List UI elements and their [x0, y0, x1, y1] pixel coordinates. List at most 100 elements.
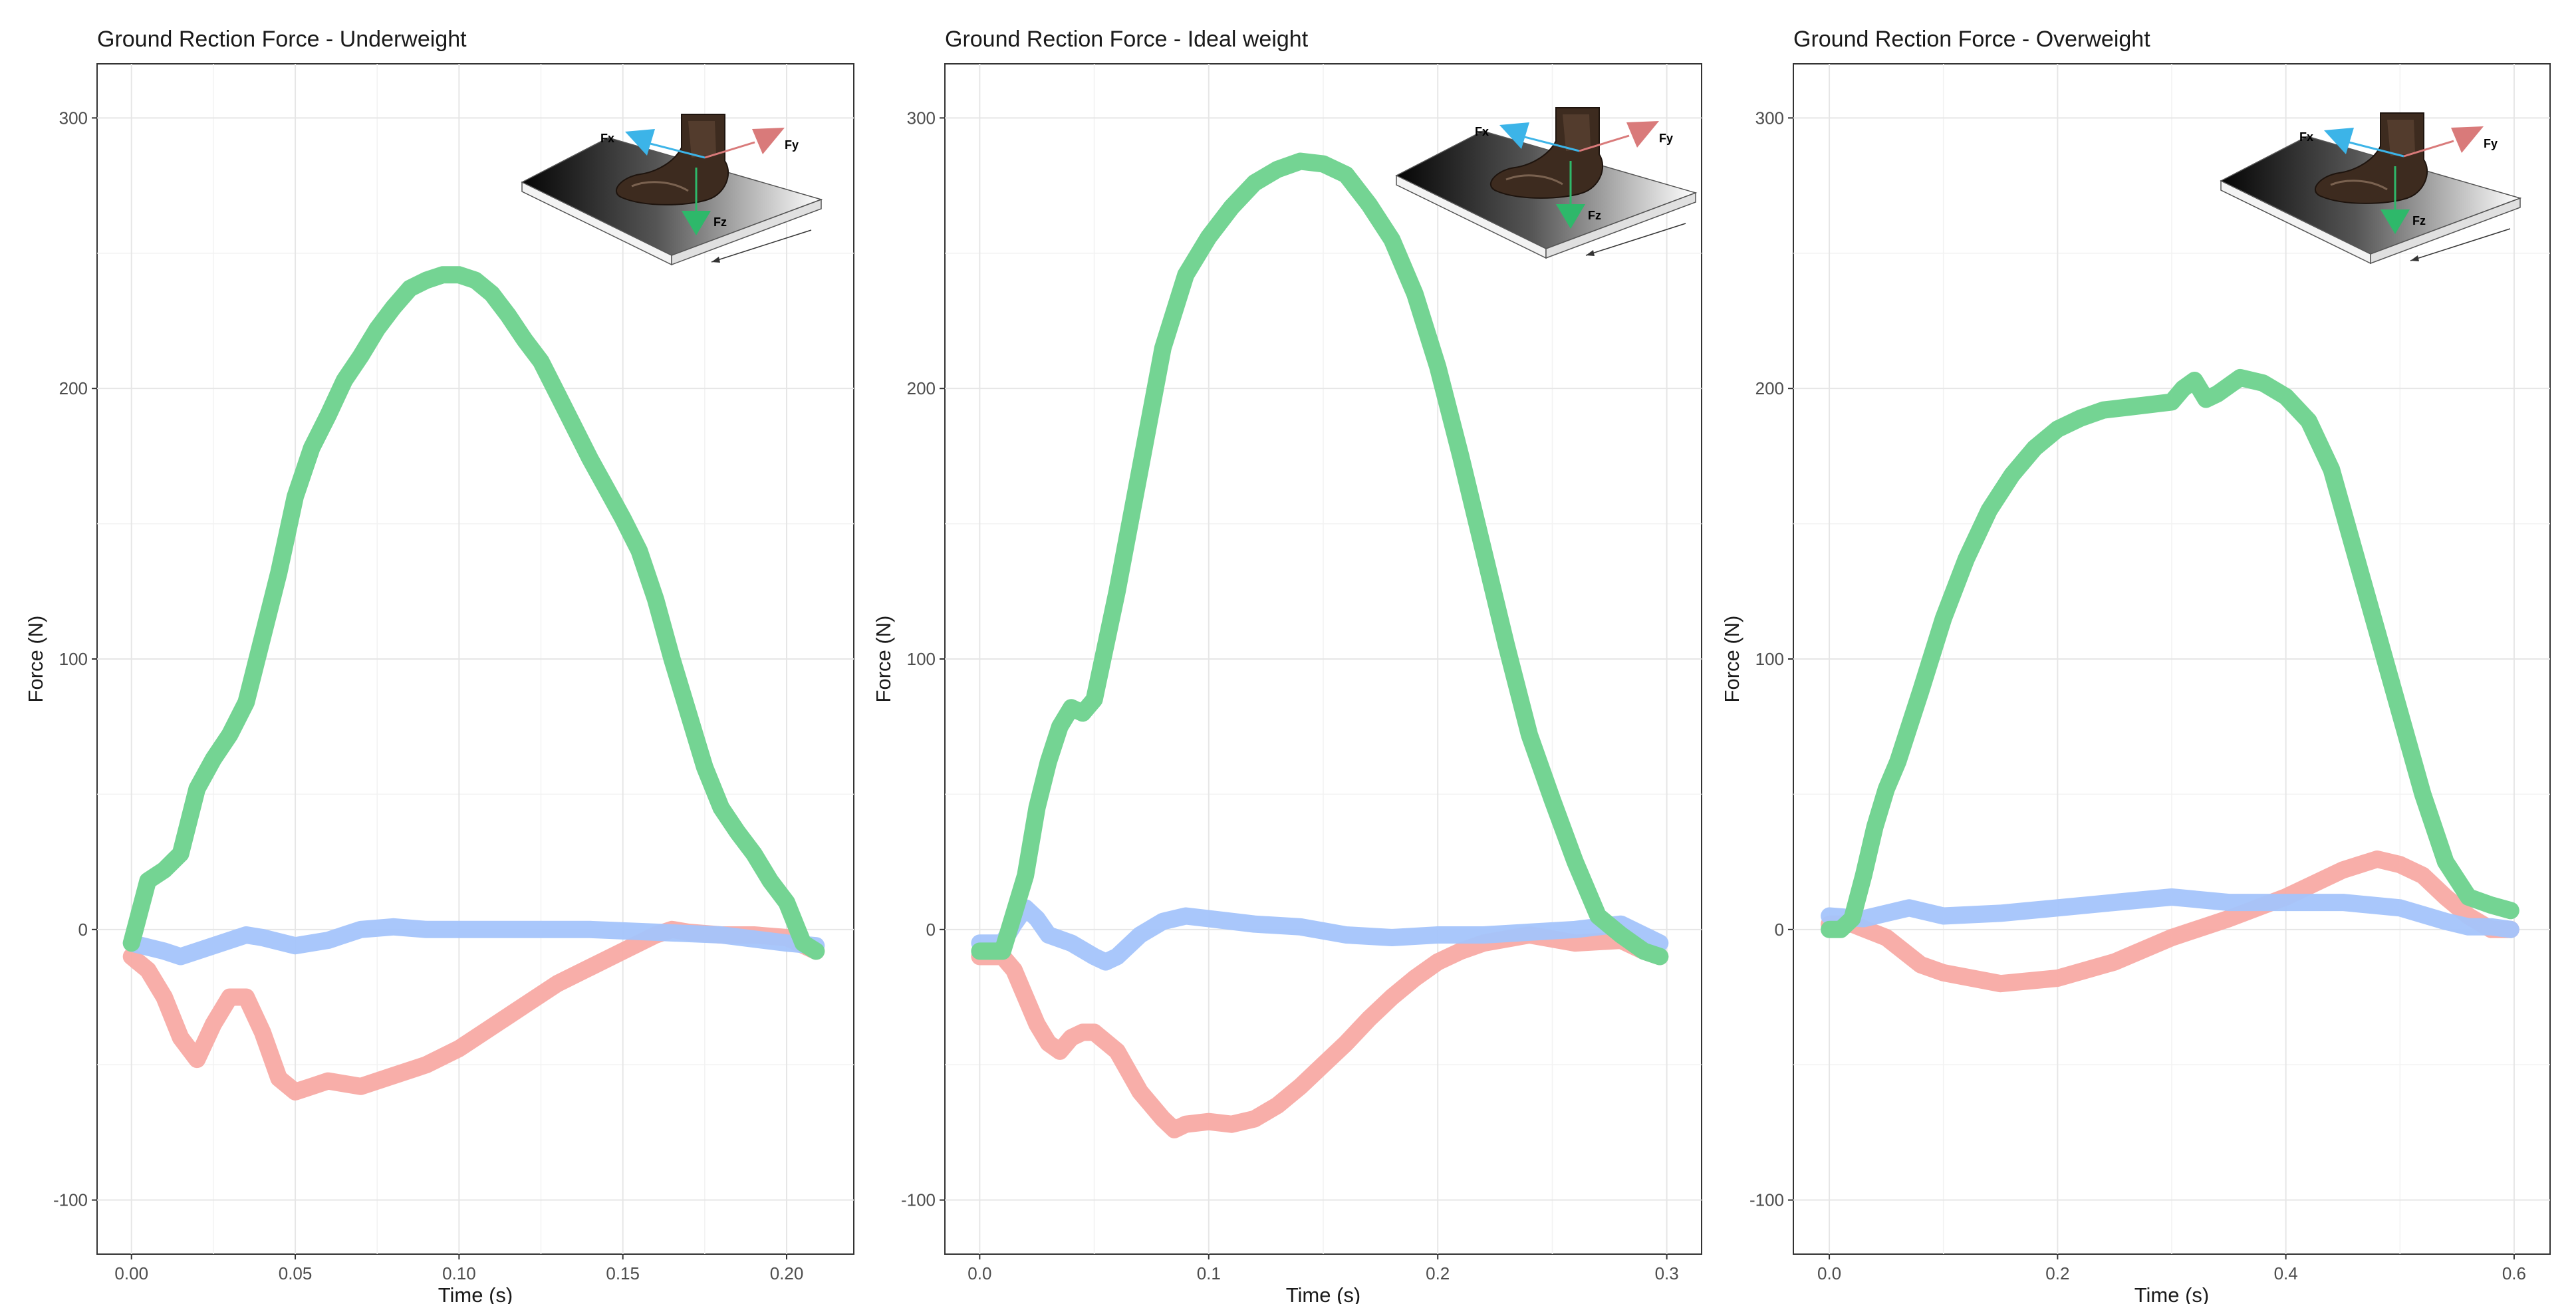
series-layer [122, 266, 825, 1101]
panel-title: Ground Rection Force - Underweight [97, 27, 467, 52]
x-tick-labels: 0.00 0.05 0.10 0.15 0.20 [114, 1254, 803, 1283]
direction-arrow [711, 229, 812, 263]
fy-label: Fy [2484, 137, 2498, 150]
y-tick-label: -100 [53, 1190, 88, 1210]
fy-arrow-shaft [1579, 134, 1630, 152]
grid [97, 64, 854, 1254]
x-tick-labels: 0.0 0.2 0.4 0.6 [1817, 1254, 2526, 1283]
hoof-image [688, 121, 716, 158]
fy-label: Fy [785, 138, 799, 152]
y-tick-label: 200 [59, 378, 88, 398]
hoof-force-plate-inset: Fx Fy Fz [521, 114, 823, 266]
fz-label: Fz [713, 215, 727, 229]
x-axis-title: Time (s) [438, 1283, 513, 1304]
panel-ideal-weight: Ground Rection Force - Ideal weight -100… [872, 27, 1702, 1304]
series-line-fz [971, 152, 1669, 966]
series-line-fx [1821, 888, 2519, 938]
hoof-force-plate-inset: Fx Fy Fz [1395, 107, 1698, 259]
x-tick-label: 0.10 [442, 1263, 476, 1283]
x-tick-label: 0.20 [770, 1263, 804, 1283]
y-tick-label: 100 [1755, 649, 1784, 669]
fx-arrow-head [2324, 128, 2354, 154]
fy-label: Fy [1659, 132, 1673, 145]
fx-arrow-head [625, 129, 655, 156]
direction-arrow-head [1586, 250, 1595, 256]
panel-underweight: Ground Rection Force - Underweight -100 0… [24, 27, 854, 1304]
force-plate-side [2370, 197, 2521, 265]
x-tick-label: 0.0 [1817, 1263, 1841, 1283]
fx-arrow-head [1499, 122, 1529, 149]
y-tick-label: 100 [59, 649, 88, 669]
x-tick-label: 0.4 [2274, 1263, 2298, 1283]
series-layer [971, 152, 1669, 1138]
grid [1793, 64, 2550, 1254]
fx-label: Fx [1475, 125, 1489, 138]
y-tick-label: 300 [59, 108, 88, 128]
y-tick-label: 0 [78, 920, 88, 940]
y-tick-label: 200 [907, 378, 936, 398]
fz-arrow-head [682, 211, 711, 235]
series-line-fz [1821, 368, 2519, 938]
x-tick-label: 0.6 [2502, 1263, 2526, 1283]
y-tick-label: 300 [1755, 108, 1784, 128]
y-axis-title: Force (N) [24, 616, 47, 703]
x-axis-title: Time (s) [2134, 1283, 2210, 1304]
fy-arrow-head [1626, 121, 1659, 148]
series-line-fz [122, 266, 825, 960]
y-axis-title: Force (N) [872, 616, 895, 703]
x-tick-label: 0.05 [279, 1263, 313, 1283]
direction-arrow [2410, 228, 2511, 261]
y-tick-labels: -100 0 100 200 300 [901, 108, 945, 1210]
x-tick-label: 0.1 [1197, 1263, 1221, 1283]
y-tick-label: -100 [901, 1190, 936, 1210]
fz-arrow-head [2381, 209, 2410, 234]
series-line-fx [122, 918, 825, 966]
x-tick-label: 0.00 [114, 1263, 148, 1283]
hoof-image [1563, 114, 1591, 151]
fz-label: Fz [1588, 209, 1601, 222]
x-tick-label: 0.0 [967, 1263, 991, 1283]
y-tick-label: 100 [907, 649, 936, 669]
hoof-image [1505, 174, 1563, 186]
y-tick-label: 0 [926, 920, 936, 940]
direction-arrow-head [2410, 255, 2419, 261]
series-line-fx [971, 899, 1669, 971]
hoof-force-plate-inset: Fx Fy Fz [2220, 112, 2522, 265]
fx-label: Fx [2299, 130, 2313, 144]
x-axis-title: Time (s) [1286, 1283, 1361, 1304]
panel-overweight: Ground Rection Force - Overweight -100 0 1… [1720, 27, 2551, 1304]
fy-arrow-head [752, 128, 785, 154]
y-tick-label: 300 [907, 108, 936, 128]
direction-arrow [1585, 223, 1686, 256]
y-tick-label: 0 [1775, 920, 1784, 940]
series-line-fy [971, 926, 1669, 1138]
y-axis-title: Force (N) [1720, 616, 1743, 703]
force-plate-side [1545, 192, 1696, 259]
x-tick-label: 0.2 [1426, 1263, 1450, 1283]
hoof-image [631, 181, 689, 192]
hoof-image [2330, 180, 2388, 191]
fz-arrow-head [1556, 204, 1585, 229]
y-tick-label: 200 [1755, 378, 1784, 398]
y-tick-labels: -100 0 100 200 300 [1749, 108, 1793, 1210]
force-plate-side [671, 198, 822, 266]
y-tick-label: -100 [1749, 1190, 1784, 1210]
fx-arrow-shaft [2343, 140, 2404, 158]
x-tick-label: 0.3 [1655, 1263, 1679, 1283]
series-line-fy [122, 920, 825, 1101]
series-line-fy [1821, 850, 2519, 993]
panel-title: Ground Rection Force - Ideal weight [945, 27, 1309, 52]
fy-arrow-shaft [2403, 140, 2454, 158]
fy-arrow-head [2451, 126, 2484, 153]
x-tick-label: 0.2 [2045, 1263, 2069, 1283]
series-layer [1821, 368, 2519, 993]
y-tick-labels: -100 0 100 200 300 [53, 108, 97, 1210]
fx-arrow-shaft [644, 141, 706, 159]
fz-label: Fz [2412, 214, 2426, 227]
fy-arrow-shaft [704, 141, 755, 159]
panel-title: Ground Rection Force - Overweight [1793, 27, 2150, 52]
fx-arrow-shaft [1519, 134, 1580, 152]
x-tick-labels: 0.0 0.1 0.2 0.3 [967, 1254, 1679, 1283]
x-tick-label: 0.15 [606, 1263, 640, 1283]
